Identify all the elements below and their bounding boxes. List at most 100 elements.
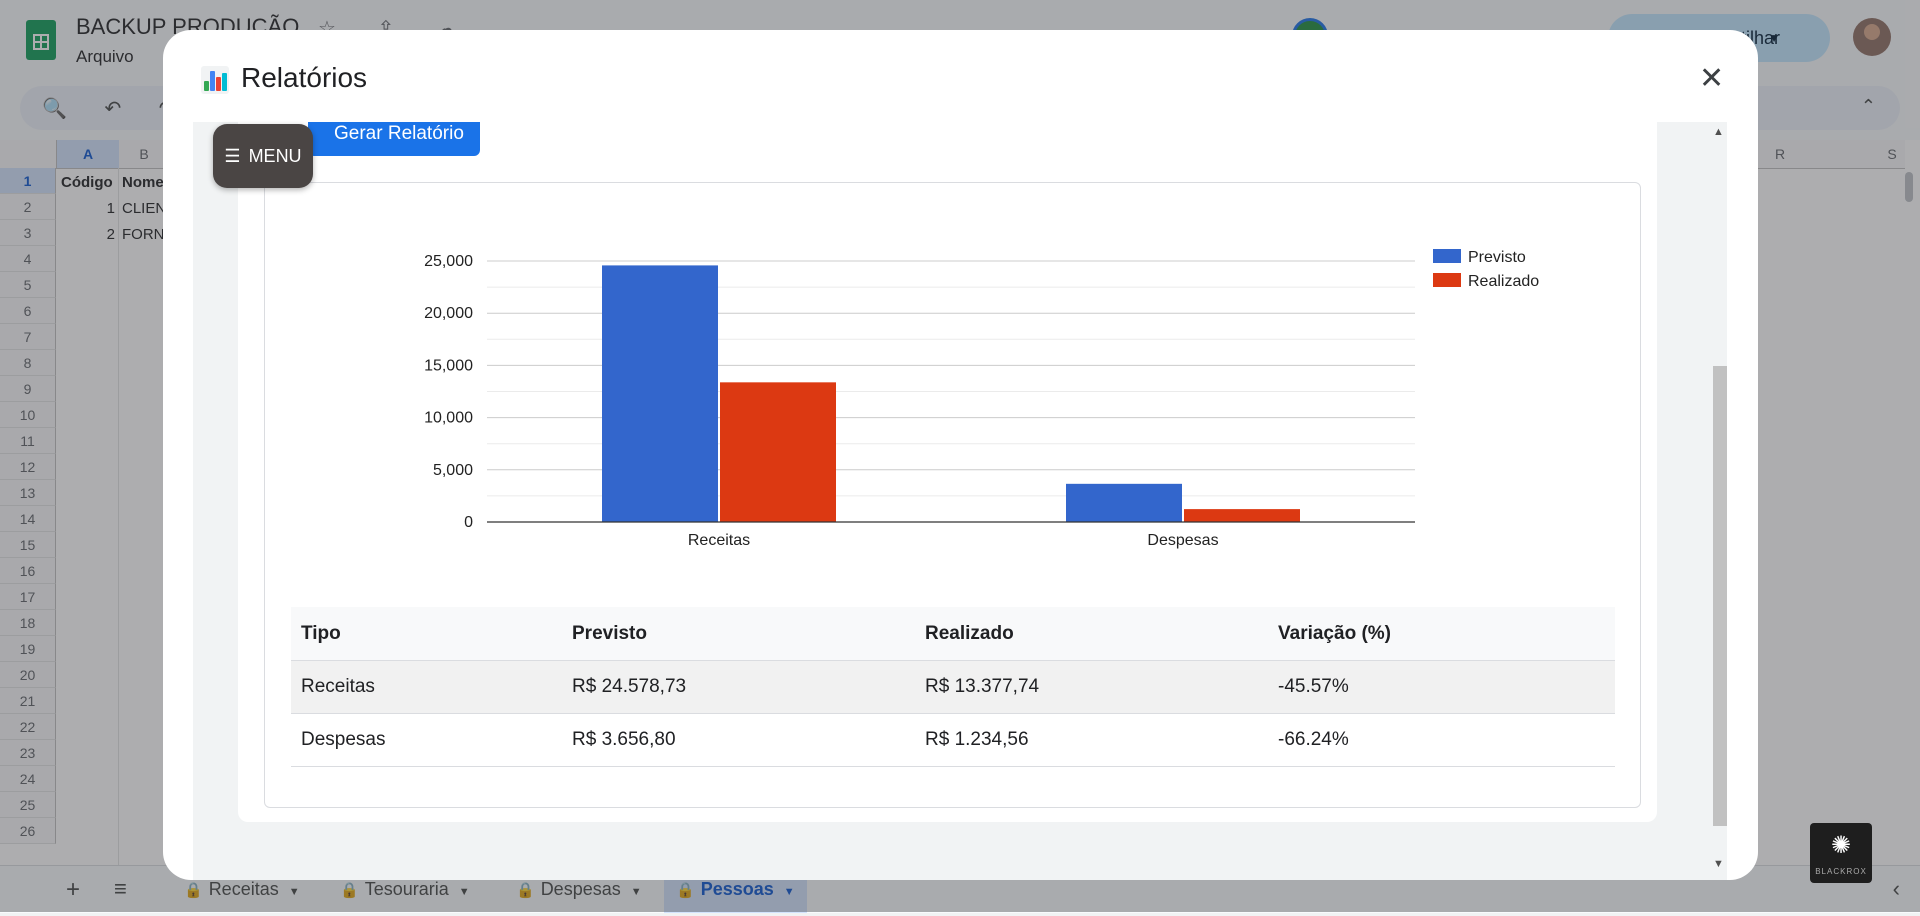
menu-label: MENU [248, 146, 302, 166]
bar-realizado-despesas[interactable] [1184, 509, 1300, 522]
toolbar-icons[interactable]: 🔍 ↶ ↷ [42, 98, 192, 120]
tab-label: Pessoas [700, 879, 774, 899]
grid-line [118, 168, 119, 865]
row-number[interactable]: 20 [0, 662, 56, 688]
collapse-sidebar-icon[interactable]: ‹ [1892, 876, 1900, 901]
cell-b2[interactable]: CLIEN [122, 200, 166, 217]
row-number[interactable]: 18 [0, 610, 56, 636]
chevron-down-icon[interactable]: ▼ [783, 886, 795, 898]
tab-label: Receitas [208, 879, 279, 899]
row-number[interactable]: 8 [0, 350, 56, 376]
chevron-down-icon[interactable]: ▼ [630, 886, 642, 898]
tab-label: Tesouraria [364, 879, 449, 899]
row-number[interactable]: 7 [0, 324, 56, 350]
bar-previsto-despesas[interactable] [1066, 483, 1182, 522]
lock-icon: 🔒 [340, 882, 359, 899]
cell-previsto: R$ 24.578,73 [562, 660, 915, 714]
row-number[interactable]: 24 [0, 766, 56, 792]
row-number[interactable]: 2 [0, 194, 56, 220]
watermark-logo: ✺ BLACKROX [1810, 823, 1872, 883]
report-panel: 0 5,000 10,000 15,000 20,000 25,000 Receitas De… [264, 182, 1641, 808]
row-number[interactable]: 21 [0, 688, 56, 714]
cell-tipo: Receitas [291, 660, 562, 714]
scroll-thumb[interactable] [1713, 366, 1727, 826]
all-sheets-icon[interactable]: ≡ [114, 876, 127, 901]
row-number[interactable]: 10 [0, 402, 56, 428]
row-number[interactable]: 5 [0, 272, 56, 298]
bar-realizado-receitas[interactable] [720, 382, 836, 522]
row-number[interactable]: 1 [0, 168, 56, 194]
row-number[interactable]: 6 [0, 298, 56, 324]
cell-a1[interactable]: Código [61, 174, 113, 191]
generate-report-button[interactable]: Gerar Relatório [308, 122, 480, 156]
dialog-scrollbar[interactable]: ▲ ▼ [1709, 122, 1727, 880]
bar-previsto-receitas[interactable] [602, 265, 718, 522]
dialog-header: Relatórios ✕ [163, 30, 1758, 122]
cell-b3[interactable]: FORN [122, 226, 165, 243]
row-number[interactable]: 13 [0, 480, 56, 506]
lock-icon: 🔒 [184, 882, 203, 899]
legend-swatch [1433, 249, 1461, 263]
grid-scrollbar[interactable] [1905, 172, 1913, 202]
y-tick-label: 10,000 [424, 410, 473, 427]
sheets-logo-icon[interactable] [26, 20, 56, 60]
legend-label[interactable]: Previsto [1468, 249, 1526, 266]
column-header-a[interactable]: A [57, 140, 119, 169]
row-number[interactable]: 4 [0, 246, 56, 272]
close-icon[interactable]: ✕ [1699, 62, 1725, 95]
row-number[interactable]: 16 [0, 558, 56, 584]
cell-variacao: -66.24% [1268, 713, 1615, 767]
cell-realizado: R$ 1.234,56 [915, 713, 1268, 767]
lock-icon: 🔒 [516, 882, 535, 899]
lock-icon: 🔒 [676, 882, 695, 899]
blackrox-logo-icon: ✺ [1830, 832, 1852, 859]
reports-dialog: Relatórios ✕ Gerar Relatório 0 5,000 10,00… [163, 30, 1758, 880]
dialog-title: Relatórios [241, 62, 368, 93]
row-number[interactable]: 14 [0, 506, 56, 532]
share-caret-icon[interactable]: ▼ [1768, 31, 1780, 45]
collapse-toolbar-icon[interactable]: ⌃ [1860, 96, 1876, 116]
scroll-up-icon[interactable]: ▲ [1713, 126, 1724, 138]
column-header-b[interactable]: B [119, 140, 169, 169]
avatar[interactable] [1853, 18, 1891, 56]
row-number[interactable]: 23 [0, 740, 56, 766]
hamburger-icon: ☰ [224, 146, 241, 166]
report-table: Tipo Previsto Realizado Variação (%) Rec… [291, 607, 1615, 767]
x-tick-label: Despesas [1147, 532, 1218, 549]
row-number[interactable]: 25 [0, 792, 56, 818]
row-number[interactable]: 19 [0, 636, 56, 662]
add-sheet-icon[interactable]: + [66, 876, 81, 903]
row-number[interactable]: 3 [0, 220, 56, 246]
menu-button[interactable]: ☰ MENU [213, 124, 313, 188]
cell-a2[interactable]: 1 [106, 200, 115, 217]
y-tick-label: 0 [464, 514, 473, 531]
column-header-s[interactable]: S [1880, 140, 1904, 169]
tab-tesouraria[interactable]: 🔒 Tesouraria ▼ [328, 866, 482, 913]
bar-chart: 0 5,000 10,000 15,000 20,000 25,000 Receitas De… [424, 249, 1539, 549]
tab-receitas[interactable]: 🔒 Receitas ▼ [172, 866, 312, 913]
row-number[interactable]: 12 [0, 454, 56, 480]
tab-despesas[interactable]: 🔒 Despesas ▼ [504, 866, 654, 913]
y-tick-label: 5,000 [433, 462, 473, 479]
x-tick-label: Receitas [688, 532, 750, 549]
table-row: Despesas R$ 3.656,80 R$ 1.234,56 -66.24% [291, 713, 1615, 767]
chevron-down-icon[interactable]: ▼ [288, 886, 300, 898]
table-row: Receitas R$ 24.578,73 R$ 13.377,74 -45.5… [291, 660, 1615, 714]
y-tick-label: 15,000 [424, 357, 473, 374]
report-card: Gerar Relatório 0 5,000 10,000 15,000 20,000… [238, 122, 1657, 822]
header-previsto: Previsto [562, 607, 915, 661]
cell-tipo: Despesas [291, 713, 562, 767]
cell-b1[interactable]: Nome [122, 174, 164, 191]
row-number[interactable]: 15 [0, 532, 56, 558]
row-number[interactable]: 26 [0, 818, 56, 844]
cell-a3[interactable]: 2 [106, 226, 115, 243]
row-number[interactable]: 17 [0, 584, 56, 610]
row-number[interactable]: 9 [0, 376, 56, 402]
scroll-down-icon[interactable]: ▼ [1713, 858, 1724, 870]
row-number[interactable]: 11 [0, 428, 56, 454]
header-variacao: Variação (%) [1268, 607, 1615, 661]
menu-file[interactable]: Arquivo [76, 47, 134, 66]
legend-label[interactable]: Realizado [1468, 273, 1539, 290]
row-number[interactable]: 22 [0, 714, 56, 740]
chevron-down-icon[interactable]: ▼ [458, 886, 470, 898]
